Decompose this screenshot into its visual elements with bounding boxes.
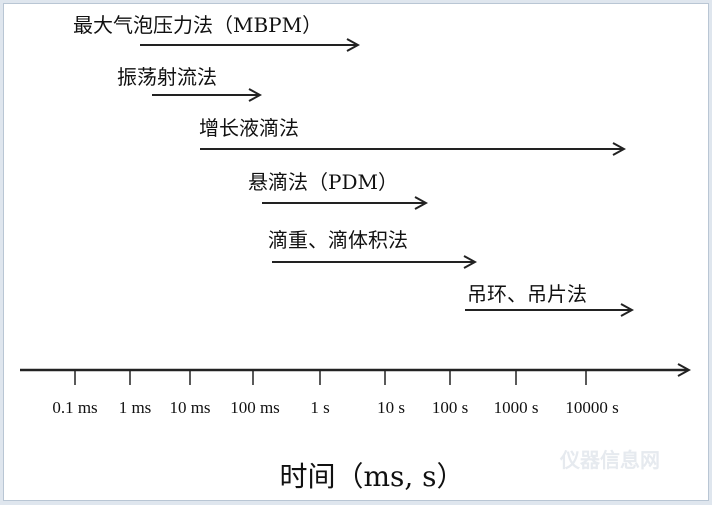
tick-label: 100 s <box>431 398 469 417</box>
method-label-mbpm: 最大气泡压力法（MBPM） <box>73 13 323 37</box>
tick-label: 10 s <box>377 398 405 417</box>
method-label-growing-drop: 增长液滴法 <box>199 116 299 140</box>
method-label-oscillating-jet: 振荡射流法 <box>117 65 217 89</box>
tick-label: 1 ms <box>118 398 152 417</box>
diagram-frame <box>3 3 709 501</box>
method-label-drop-weight: 滴重、滴体积法 <box>268 228 408 252</box>
tick-label: 100 ms <box>230 398 280 417</box>
tick-label: 10 ms <box>169 398 211 417</box>
tick-label: 0.1 ms <box>52 398 98 417</box>
axis-title: 时间（ms, s） <box>279 460 465 493</box>
axis-ticks <box>74 370 587 385</box>
tick-label: 10000 s <box>565 398 619 417</box>
method-label-ring-plate: 吊环、吊片法 <box>467 282 587 306</box>
tick-label: 1 s <box>310 398 330 417</box>
watermark-logo: 仪器信息网 <box>560 448 660 472</box>
method-label-pendant-drop: 悬滴法（PDM） <box>248 170 398 194</box>
tick-label: 1000 s <box>493 398 539 417</box>
